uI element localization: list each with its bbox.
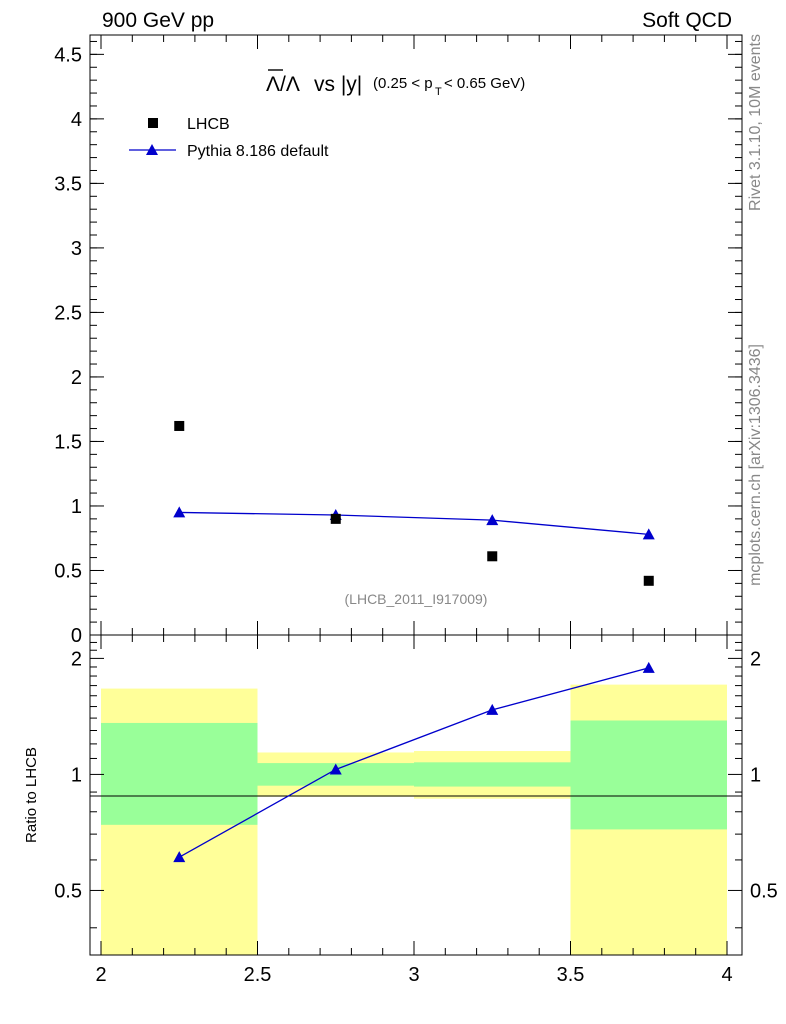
- main-y-tick-label: 0: [71, 625, 82, 647]
- ratio-y-axis-label: Ratio to LHCB: [23, 747, 40, 843]
- main-y-tick-label: 4.5: [54, 44, 82, 66]
- legend-data-label: LHCB: [187, 116, 230, 133]
- ratio-x-tick-label: 3: [408, 964, 419, 986]
- main-y-tick-label: 1: [71, 496, 82, 518]
- ratio-y-tick-label: 0.5: [54, 880, 82, 902]
- legend-mc-label: Pythia 8.186 default: [187, 143, 329, 160]
- main-series: [173, 420, 655, 586]
- ratio-y-tick-label-right: 1: [750, 764, 761, 786]
- data-point: [330, 513, 341, 524]
- analysis-tag: (LHCB_2011_I917009): [345, 591, 488, 607]
- header-right: Soft QCD: [642, 9, 732, 32]
- mcplots-label: mcplots.cern.ch [arXiv:1306.3436]: [747, 344, 764, 586]
- mc-point: [486, 514, 499, 526]
- ratio-mc-point: [486, 703, 499, 715]
- mc-line: [179, 511, 649, 536]
- ratio-ticks: 0.5 0.5 1 1 2 2 2 2.5 3 3.5 4: [54, 635, 778, 986]
- ratio-y-tick-label-right: 0.5: [750, 880, 778, 902]
- ratio-x-tick-label: 2: [95, 964, 106, 986]
- legend-data-marker: [148, 118, 158, 128]
- ratio-panel-frame: [89, 634, 743, 956]
- title-cut-suffix: < 0.65 GeV): [444, 75, 525, 92]
- ratio-panel: 0.5 0.5 1 1 2 2 2 2.5 3 3.5 4 Ratio to LHCB: [23, 634, 778, 986]
- ratio-bands: [101, 684, 727, 955]
- header-left: 900 GeV pp: [102, 9, 214, 32]
- ratio-x-tick-label: 3.5: [557, 964, 585, 986]
- main-y-tick-label: 2.5: [54, 302, 82, 324]
- data-point: [487, 551, 498, 562]
- ratio-mc-point: [329, 763, 342, 775]
- plot-title: Λ/Λ vs |y| (0.25 < p T < 0.65 GeV): [266, 69, 525, 98]
- legend-mc-marker: [146, 144, 158, 155]
- data-point: [643, 575, 654, 586]
- legend: LHCB Pythia 8.186 default: [129, 116, 329, 160]
- ratio-y-tick-label: 2: [71, 648, 82, 670]
- main-ticks: 0 0.5 1 1.5 2 2.5 3 3.5 4 4.5: [54, 35, 742, 647]
- ratio-uncertainty-band-inner: [570, 720, 727, 830]
- ratio-x-tick-label: 4: [721, 964, 732, 986]
- main-y-tick-label: 2: [71, 367, 82, 389]
- data-point: [174, 420, 185, 431]
- main-y-tick-label: 4: [71, 109, 82, 131]
- main-y-tick-label: 3.5: [54, 173, 82, 195]
- ratio-mc-line: [178, 667, 649, 858]
- ratio-mc-point: [642, 661, 655, 673]
- ratio-uncertainty-band-inner: [101, 722, 258, 825]
- title-cut-subscript: T: [435, 86, 442, 98]
- main-panel: 0 0.5 1 1.5 2 2.5 3 3.5 4 4.5 Λ/Λ vs |y| (0.25 < …: [54, 34, 743, 647]
- ratio-series: [173, 661, 655, 863]
- main-y-tick-label: 3: [71, 238, 82, 260]
- main-y-tick-label: 0.5: [54, 560, 82, 582]
- ratio-mc-point: [173, 851, 186, 863]
- ratio-x-tick-label: 2.5: [244, 964, 272, 986]
- ratio-uncertainty-band-inner: [414, 762, 571, 787]
- title-observable: vs |y|: [314, 73, 362, 96]
- rivet-version-label: Rivet 3.1.10, 10M events: [747, 34, 764, 211]
- mc-point: [642, 528, 655, 540]
- ratio-y-tick-label: 1: [71, 764, 82, 786]
- ratio-y-tick-label-right: 2: [750, 648, 761, 670]
- mc-point: [173, 506, 186, 518]
- lambda-ratio-symbol: Λ/Λ: [266, 73, 300, 96]
- main-y-tick-label: 1.5: [54, 431, 82, 453]
- title-cut-prefix: (0.25 < p: [373, 75, 433, 92]
